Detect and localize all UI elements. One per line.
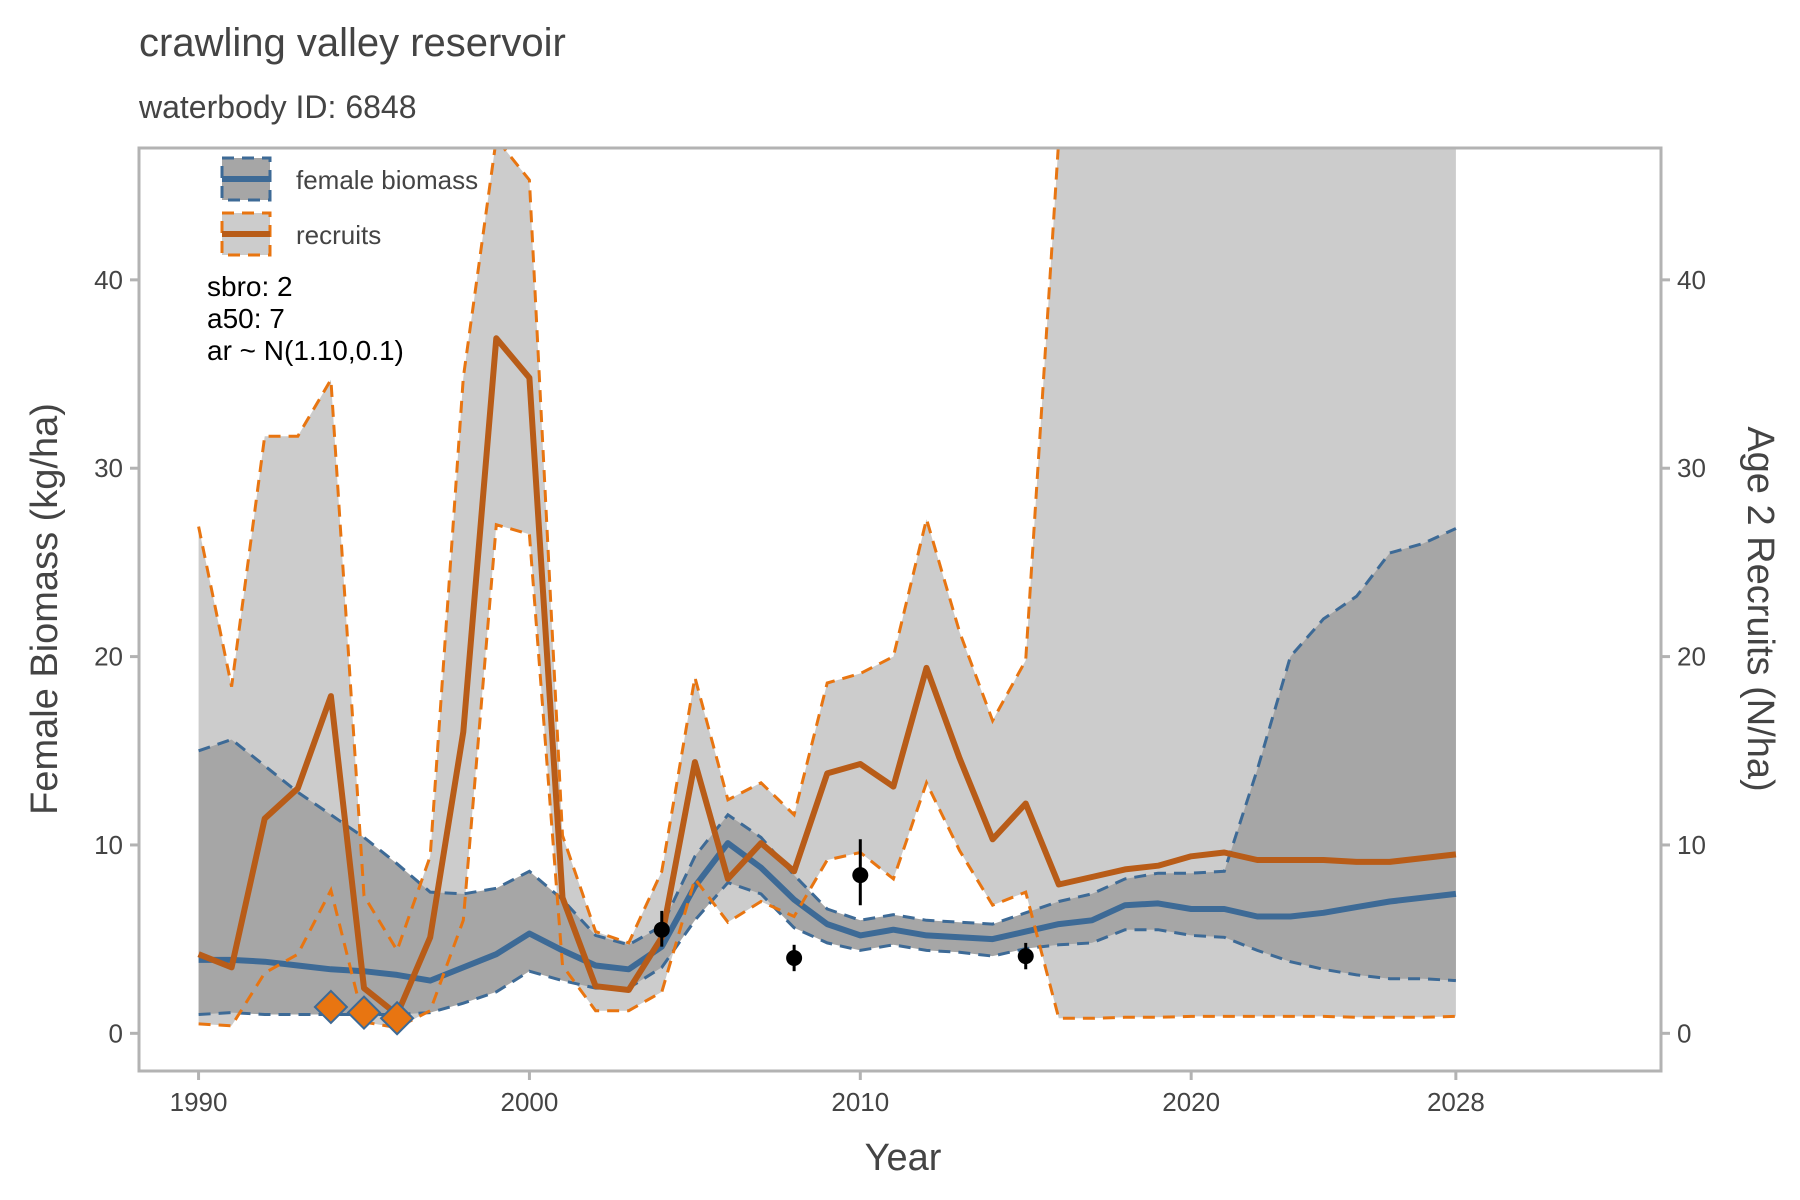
x-tick-label-2000: 2000 bbox=[501, 1087, 559, 1117]
observed-biomass-point-0 bbox=[653, 921, 670, 938]
chart-title: crawling valley reservoir bbox=[139, 21, 566, 65]
y-tick-label-left-30: 30 bbox=[94, 453, 123, 483]
chart-subtitle: waterbody ID: 6848 bbox=[138, 89, 417, 125]
observed-recruit-point-0 bbox=[313, 989, 349, 1025]
female-biomass-series-line bbox=[198, 840, 1457, 984]
female-biomass-ci-upper bbox=[198, 527, 1457, 947]
y-tick-label-right-40: 40 bbox=[1677, 265, 1706, 295]
observed-biomass-points bbox=[653, 839, 1034, 972]
plot-area bbox=[197, 148, 1457, 1036]
recruits-line bbox=[197, 335, 1457, 1018]
x-tick-label-2028: 2028 bbox=[1427, 1087, 1485, 1117]
y-tick-label-left-0: 0 bbox=[109, 1018, 123, 1048]
y-axis-title-right: Age 2 Recruits (N/ha) bbox=[1739, 426, 1781, 791]
recruits-ci-area bbox=[198, 148, 1456, 1028]
y-tick-label-left-40: 40 bbox=[94, 265, 123, 295]
plot-frame bbox=[137, 146, 1663, 1073]
annotation-a50: a50: 7 bbox=[207, 303, 285, 334]
y-tick-label-right-30: 30 bbox=[1677, 453, 1706, 483]
x-tick-label-2020: 2020 bbox=[1162, 1087, 1220, 1117]
x-tick-label-1990: 1990 bbox=[170, 1087, 228, 1117]
observed-biomass-point-3 bbox=[1017, 948, 1034, 965]
observed-biomass-point-2 bbox=[852, 867, 869, 884]
legend: female biomass recruits bbox=[220, 156, 478, 257]
observed-biomass-point-1 bbox=[786, 949, 803, 966]
legend-label-female-biomass: female biomass bbox=[296, 165, 478, 195]
recruits-series-line bbox=[197, 335, 1457, 1018]
y-tick-label-right-10: 10 bbox=[1677, 830, 1706, 860]
legend-label-recruits: recruits bbox=[296, 220, 381, 250]
y-axis-title-left: Female Biomass (kg/ha) bbox=[24, 403, 66, 815]
recruits-ci-upper bbox=[197, 148, 1060, 954]
observed-recruit-point-2 bbox=[379, 1000, 415, 1036]
annotation-ar: ar ~ N(1.10,0.1) bbox=[207, 335, 404, 366]
recruits-ci-band bbox=[198, 148, 1456, 1028]
x-axis-title: Year bbox=[865, 1137, 942, 1179]
female-biomass-ci-band bbox=[198, 528, 1456, 1015]
female-biomass-ci-area bbox=[198, 528, 1456, 1015]
annotation-sbro: sbro: 2 bbox=[207, 271, 293, 302]
female-biomass-line bbox=[198, 840, 1457, 984]
annotations: sbro: 2 a50: 7 ar ~ N(1.10,0.1) bbox=[207, 271, 404, 366]
y-tick-label-left-20: 20 bbox=[94, 642, 123, 672]
y-tick-label-right-20: 20 bbox=[1677, 642, 1706, 672]
observed-recruit-point-1 bbox=[346, 995, 382, 1031]
observed-recruit-points bbox=[313, 989, 415, 1036]
y-tick-label-left-10: 10 bbox=[94, 830, 123, 860]
y-tick-label-right-0: 0 bbox=[1677, 1018, 1691, 1048]
x-tick-label-2010: 2010 bbox=[831, 1087, 889, 1117]
